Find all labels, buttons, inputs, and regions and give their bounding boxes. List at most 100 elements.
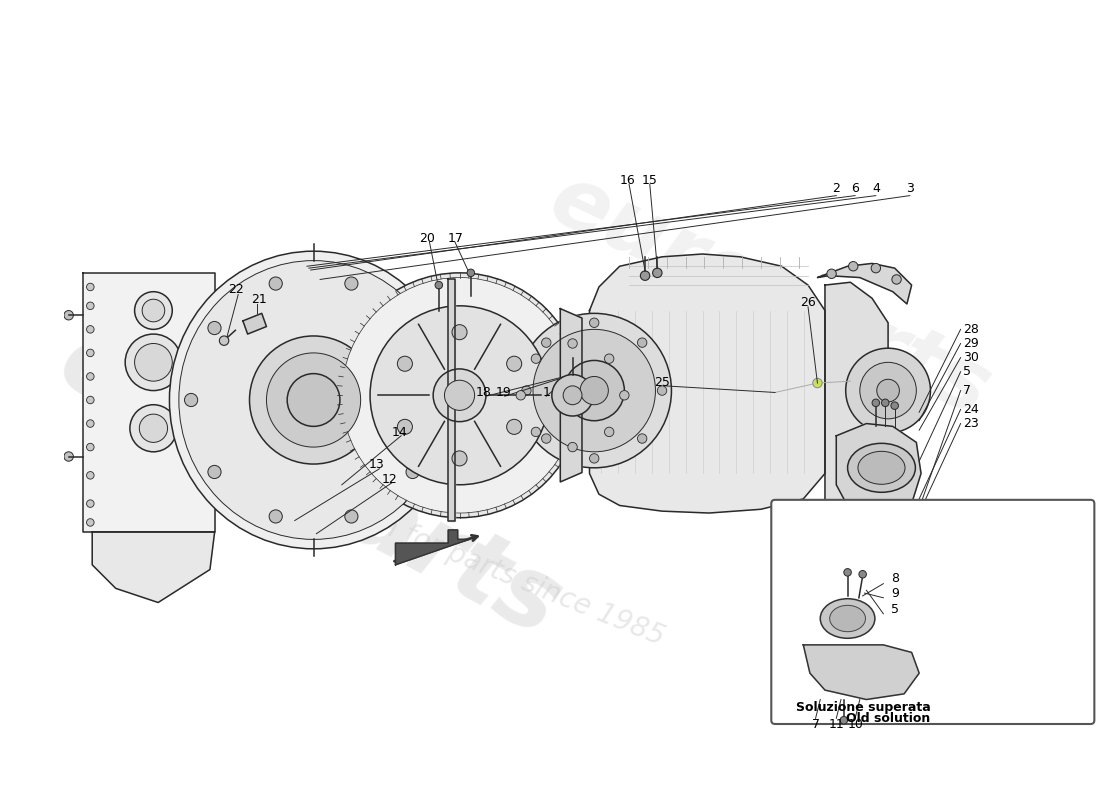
Circle shape [640,271,650,280]
Circle shape [125,334,182,390]
Circle shape [652,268,662,278]
Circle shape [877,379,900,402]
Circle shape [881,399,889,406]
Circle shape [342,278,578,513]
Text: a passion for parts since 1985: a passion for parts since 1985 [270,469,669,652]
Circle shape [452,325,468,340]
Circle shape [337,273,582,518]
Polygon shape [817,263,912,304]
Circle shape [406,466,419,478]
Text: 7: 7 [812,718,820,731]
Text: 22: 22 [229,283,244,296]
Circle shape [638,434,647,443]
Circle shape [568,442,578,452]
Circle shape [521,386,531,395]
Text: 17: 17 [448,231,464,245]
Text: Old solution: Old solution [846,712,931,725]
Circle shape [208,466,221,478]
Polygon shape [803,645,920,699]
Circle shape [87,518,95,526]
Circle shape [87,349,95,357]
Circle shape [827,269,836,278]
Text: 5: 5 [891,602,899,615]
Ellipse shape [169,251,458,549]
Text: 24: 24 [964,403,979,416]
Text: 29: 29 [964,337,979,350]
Circle shape [507,419,521,434]
Circle shape [177,362,243,428]
Circle shape [185,394,198,406]
Circle shape [859,570,867,578]
Circle shape [507,356,521,371]
Circle shape [871,263,880,273]
Text: 13: 13 [368,458,385,471]
Circle shape [568,338,578,348]
Text: 15: 15 [642,174,658,187]
Ellipse shape [821,598,875,638]
Circle shape [531,427,540,437]
Circle shape [87,471,95,479]
Polygon shape [590,254,825,513]
Circle shape [638,338,647,347]
Text: 14: 14 [392,426,407,438]
Circle shape [370,306,549,485]
Circle shape [619,390,629,400]
Circle shape [219,336,229,346]
Circle shape [87,302,95,310]
Circle shape [552,374,593,416]
Circle shape [87,283,95,290]
Circle shape [658,386,667,395]
Text: 21: 21 [251,293,267,306]
Circle shape [840,717,848,724]
Circle shape [87,420,95,427]
Circle shape [452,451,468,466]
Circle shape [468,269,474,277]
Text: 2: 2 [833,182,840,194]
Text: 1: 1 [542,386,550,399]
Text: Soluzione superata: Soluzione superata [795,701,931,714]
Circle shape [590,454,598,463]
Circle shape [531,354,540,363]
Text: 19: 19 [496,386,512,399]
Circle shape [397,356,412,371]
Text: 6: 6 [851,182,859,194]
Text: 8: 8 [891,573,899,586]
Text: 23: 23 [964,417,979,430]
Text: 5: 5 [964,366,971,378]
Circle shape [130,405,177,452]
Circle shape [813,378,822,388]
Circle shape [87,396,95,404]
Circle shape [844,569,851,576]
Circle shape [87,443,95,451]
Polygon shape [82,273,214,532]
Circle shape [590,318,598,327]
Ellipse shape [848,443,915,492]
FancyBboxPatch shape [771,500,1094,724]
Circle shape [344,277,358,290]
Circle shape [516,390,526,400]
Circle shape [134,292,173,330]
Ellipse shape [829,606,866,632]
Text: 16: 16 [619,174,635,187]
Circle shape [208,322,221,334]
Circle shape [140,414,167,442]
Text: 9: 9 [891,586,899,599]
Polygon shape [836,423,921,518]
Text: 11: 11 [828,718,844,731]
Ellipse shape [858,451,905,484]
Circle shape [189,374,231,416]
Circle shape [87,373,95,380]
Polygon shape [448,279,454,521]
Polygon shape [396,530,469,565]
Text: 28: 28 [964,323,979,336]
Circle shape [891,402,899,410]
Polygon shape [92,532,214,602]
Circle shape [287,374,340,426]
Text: 3: 3 [905,182,914,194]
Circle shape [434,282,442,289]
Text: 4: 4 [872,182,880,194]
Circle shape [270,510,283,523]
Circle shape [848,262,858,271]
Text: 30: 30 [964,351,979,364]
Polygon shape [560,309,582,482]
